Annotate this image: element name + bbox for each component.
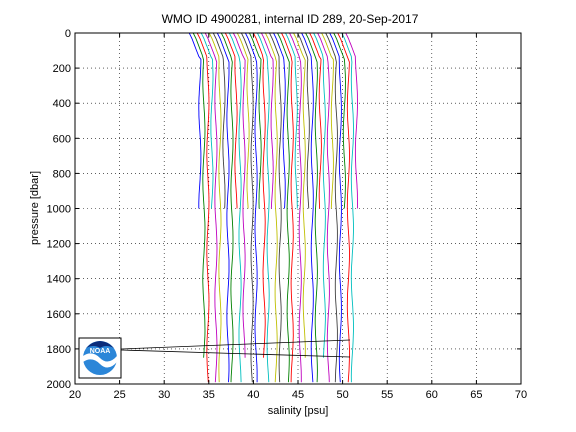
salinity-profile-line: [297, 32, 310, 209]
x-tick-label: 60: [426, 389, 438, 401]
noaa-logo: NOAA: [78, 337, 351, 379]
x-tick-label: 20: [69, 389, 81, 401]
salinity-profile-line: [305, 32, 318, 383]
salinity-profile-line: [285, 32, 298, 209]
y-tick-label: 0: [65, 28, 71, 40]
salinity-profile-line: [212, 32, 226, 209]
salinity-profile-line: [232, 32, 246, 358]
plot-frame: [74, 32, 522, 385]
x-tick-label: 50: [336, 389, 348, 401]
salinity-profile-line: [309, 32, 322, 209]
salinity-profile-line: [333, 32, 346, 209]
y-tick-label: 2000: [47, 379, 71, 391]
salinity-profile-line: [317, 32, 330, 383]
ticks: 20 25 30 35 40 45 50 55 60 65 70 0 200 400 600 800 1000 1…: [47, 28, 528, 401]
x-tick-label: 55: [381, 389, 393, 401]
salinity-profile-line: [337, 32, 350, 383]
salinity-profile-line: [216, 32, 230, 383]
chart-title: WMO ID 4900281, internal ID 289, 20-Sep-…: [162, 12, 419, 26]
salinity-profile-line: [228, 32, 242, 383]
salinity-profile-line: [188, 32, 202, 209]
salinity-profile-line: [252, 32, 266, 358]
y-tick-label: 600: [53, 133, 71, 145]
grid: [75, 33, 521, 384]
salinity-profile-line: [236, 32, 250, 209]
salinity-profile-line: [277, 32, 290, 383]
salinity-profile-line: [220, 32, 234, 383]
y-tick-label: 1800: [47, 344, 71, 356]
salinity-profile-line: [269, 32, 282, 383]
salinity-profile-line: [244, 32, 258, 383]
profiles: [188, 32, 358, 383]
x-tick-label: 65: [470, 389, 482, 401]
salinity-profile-line: [224, 32, 238, 209]
salinity-profile-line: [208, 32, 222, 383]
salinity-profile-line: [313, 32, 326, 358]
salinity-profile-line: [256, 32, 270, 383]
salinity-profile-line: [345, 32, 358, 209]
logo-text: NOAA: [90, 348, 111, 355]
salinity-profile-line: [204, 32, 218, 383]
x-tick-label: 35: [203, 389, 215, 401]
x-axis-label: salinity [psu]: [268, 405, 329, 417]
salinity-profile-line: [341, 32, 354, 383]
salinity-profile-line: [240, 32, 254, 383]
salinity-profile-line: [329, 32, 342, 383]
salinity-profile-line: [200, 32, 214, 209]
y-tick-label: 400: [53, 98, 71, 110]
x-tick-label: 70: [515, 389, 527, 401]
salinity-profile-line: [249, 32, 262, 209]
salinity-profile-line: [261, 32, 274, 209]
y-tick-label: 800: [53, 168, 71, 180]
y-axis-label: pressure [dbar]: [29, 171, 41, 245]
x-tick-label: 45: [292, 389, 304, 401]
salinity-profile-line: [293, 32, 306, 358]
x-tick-label: 30: [158, 389, 170, 401]
salinity-profile-line: [321, 32, 334, 209]
salinity-profile-line: [273, 32, 286, 209]
y-tick-label: 1400: [47, 274, 71, 286]
y-tick-label: 1200: [47, 239, 71, 251]
y-tick-label: 1000: [47, 204, 71, 216]
salinity-profile-line: [325, 32, 338, 383]
x-tick-label: 25: [113, 389, 125, 401]
y-tick-label: 1600: [47, 309, 71, 321]
salinity-profile-line: [301, 32, 314, 383]
salinity-profile-line: [264, 32, 278, 383]
x-tick-label: 40: [247, 389, 259, 401]
salinity-profile-line: [289, 32, 302, 383]
y-tick-label: 200: [53, 63, 71, 75]
salinity-profile-line: [281, 32, 294, 383]
salinity-profile-line: [196, 32, 210, 383]
salinity-profile-line: [192, 32, 206, 358]
